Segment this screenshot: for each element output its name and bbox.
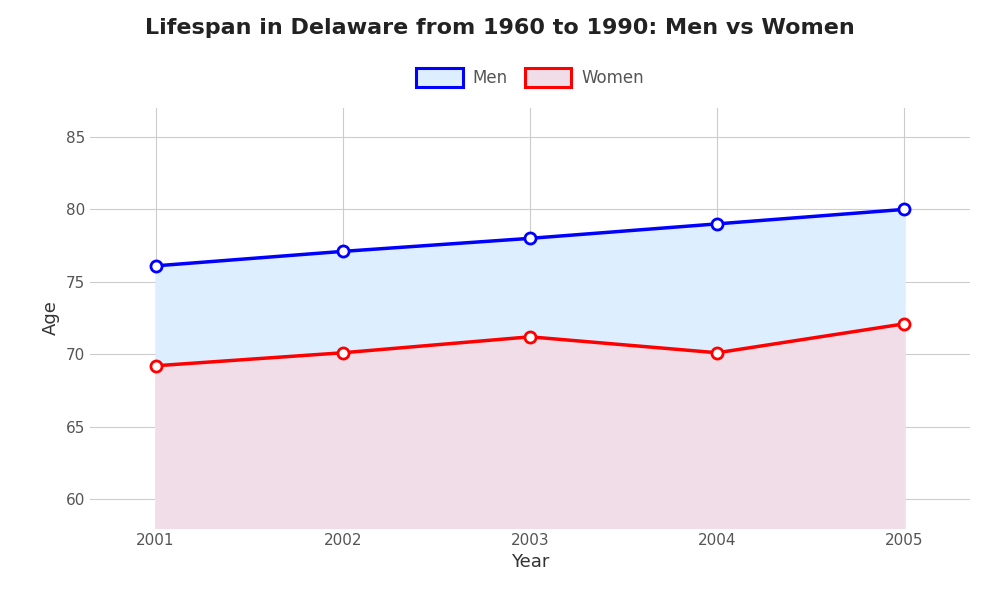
X-axis label: Year: Year — [511, 553, 549, 571]
Legend: Men, Women: Men, Women — [409, 62, 651, 94]
Y-axis label: Age: Age — [42, 301, 60, 335]
Text: Lifespan in Delaware from 1960 to 1990: Men vs Women: Lifespan in Delaware from 1960 to 1990: … — [145, 18, 855, 38]
